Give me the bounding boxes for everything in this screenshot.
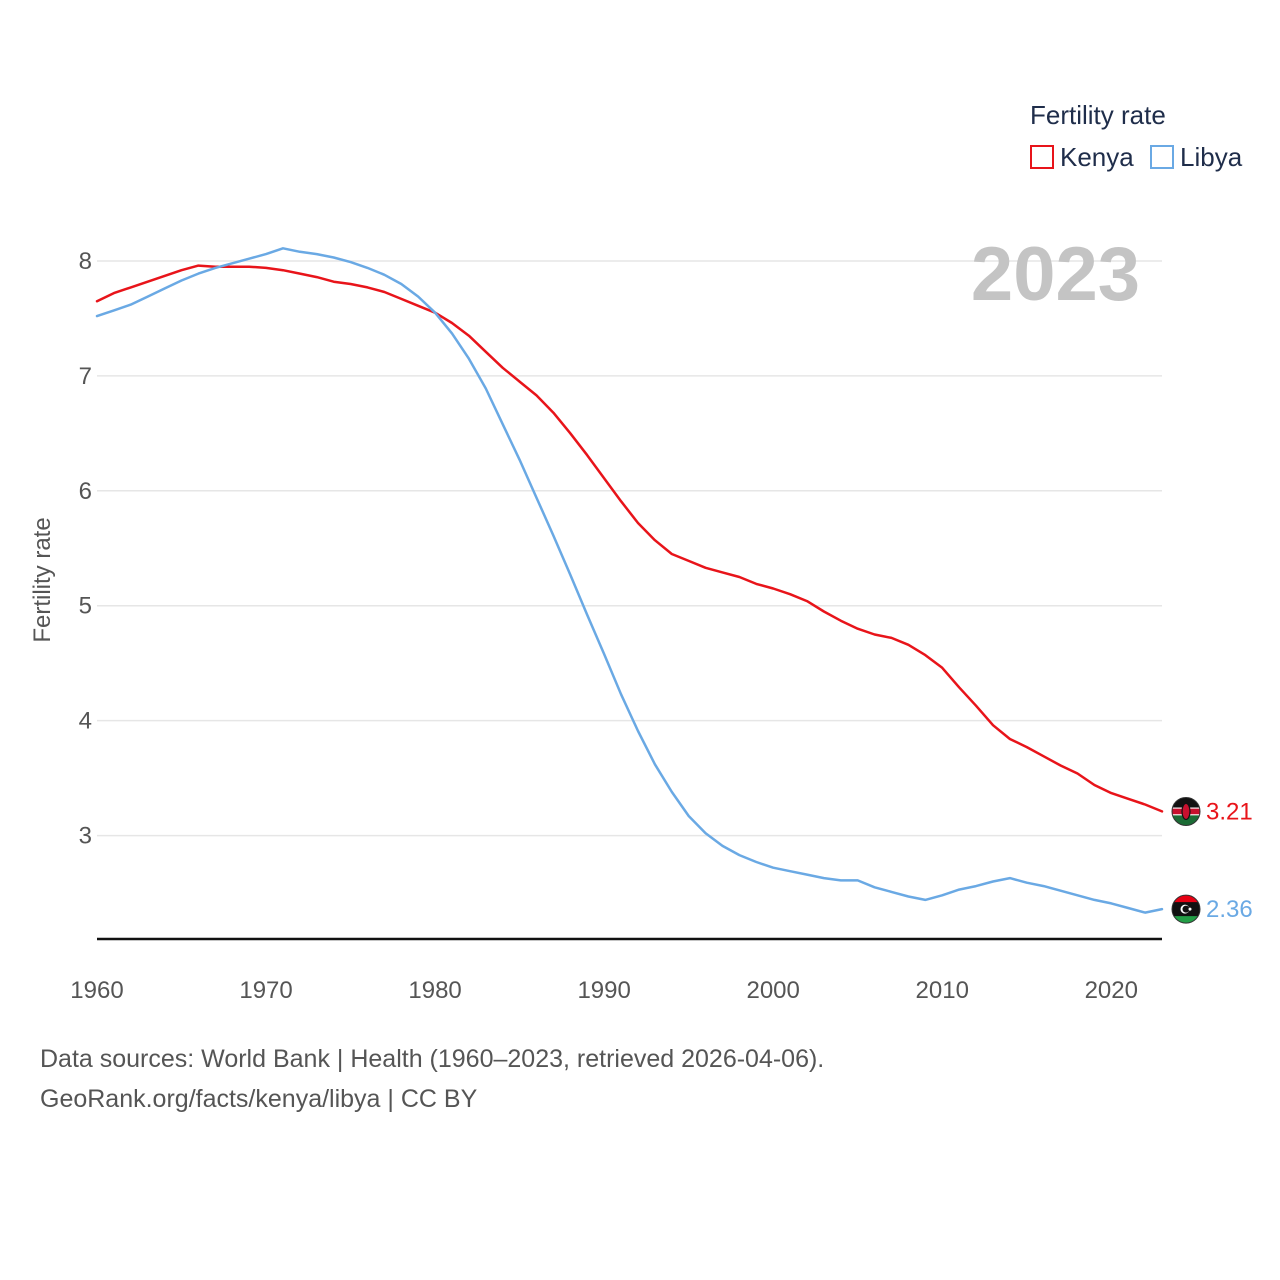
end-value-libya: 2.36 [1206, 896, 1253, 923]
flag-crescent-inner-libya [1182, 905, 1190, 913]
x-tick-1970: 1970 [239, 977, 292, 1004]
x-tick-2010: 2010 [916, 977, 969, 1004]
legend-swatch-libya [1150, 145, 1174, 169]
flag-icon-libya [1171, 894, 1201, 924]
y-axis-title: Fertility rate [29, 517, 56, 642]
gridlines [97, 260, 1162, 837]
y-tick-7: 7 [79, 363, 92, 390]
y-tick-4: 4 [79, 708, 92, 735]
end-value-kenya: 3.21 [1206, 798, 1253, 825]
series-lines [95, 247, 1164, 914]
series-line-kenya [95, 264, 1164, 813]
legend-label-libya: Libya [1180, 142, 1243, 172]
credit-note[interactable]: GeoRank.org/facts/kenya/libya | CC BY [40, 1085, 478, 1113]
legend: Fertility rate Kenya Libya [1030, 100, 1243, 172]
flag-border-kenya [1171, 796, 1201, 826]
legend-swatch-kenya [1030, 145, 1054, 169]
end-markers: 3.21 2.36 [1171, 796, 1253, 924]
x-axis-ticks: 1960 1970 1980 1990 2000 2010 2020 [70, 977, 1138, 1004]
x-tick-1980: 1980 [408, 977, 461, 1004]
flag-stripe-libya-2 [1172, 916, 1200, 924]
legend-title[interactable]: Fertility rate [1030, 100, 1166, 130]
data-sources-note: Data sources: World Bank | Health (1960–… [40, 1045, 825, 1073]
year-label: 2023 [971, 232, 1140, 317]
flag-shield-kenya [1181, 802, 1191, 821]
x-tick-1990: 1990 [577, 977, 630, 1004]
x-tick-2000: 2000 [746, 977, 799, 1004]
flag-stripe-kenya-0 [1172, 797, 1200, 809]
y-axis-ticks: 3 4 5 6 7 8 [79, 248, 92, 850]
series-line-libya [95, 247, 1164, 914]
flag-stripe-kenya-4 [1172, 815, 1200, 826]
x-tick-2020: 2020 [1085, 977, 1138, 1004]
flag-icon-kenya [1171, 796, 1201, 826]
y-tick-3: 3 [79, 823, 92, 850]
flag-star-libya [1188, 907, 1192, 911]
y-tick-5: 5 [79, 593, 92, 620]
legend-entry-kenya[interactable]: Kenya [1030, 142, 1134, 172]
y-tick-8: 8 [79, 248, 92, 275]
legend-entry-libya[interactable]: Libya [1150, 142, 1243, 172]
flag-border-libya [1171, 894, 1201, 924]
y-tick-6: 6 [79, 478, 92, 505]
x-tick-1960: 1960 [70, 977, 123, 1004]
legend-label-kenya: Kenya [1060, 142, 1134, 172]
flag-stripe-libya-0 [1172, 895, 1200, 903]
